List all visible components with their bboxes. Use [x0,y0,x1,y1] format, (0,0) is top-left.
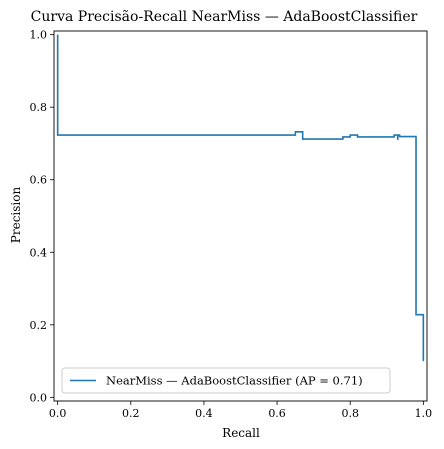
x-tick-label: 0.8 [341,407,359,420]
y-tick-label: 0.6 [30,174,48,187]
legend-box [61,367,391,394]
y-tick-label: 1.0 [30,29,48,42]
x-tick-label: 0.2 [122,407,140,420]
x-tick-label: 0.4 [195,407,213,420]
y-tick-label: 0.4 [30,246,48,259]
y-tick-label: 0.2 [30,319,48,332]
x-axis-label: Recall [222,426,260,440]
x-tick-label: 1.0 [415,407,433,420]
plot-area [56,34,425,362]
chart-title: Curva Precisão-Recall NearMiss — AdaBoos… [31,9,418,25]
y-tick-label: 0.0 [30,391,48,404]
x-tick-label: 0.6 [268,407,286,420]
y-axis-label: Precision [9,187,23,244]
series-line-0 [56,34,425,362]
y-tick-label: 0.8 [30,101,48,114]
plot-frame [53,30,428,402]
x-tick-label: 0.0 [49,407,67,420]
legend: NearMiss — AdaBoostClassifier (AP = 0.71… [61,367,391,394]
axes: 0.0 0.2 0.4 0.6 0.8 1.0 0.0 0.2 0.4 0.6 0.8 1.0 [30,29,433,420]
legend-label: NearMiss — AdaBoostClassifier (AP = 0.71… [106,374,363,388]
